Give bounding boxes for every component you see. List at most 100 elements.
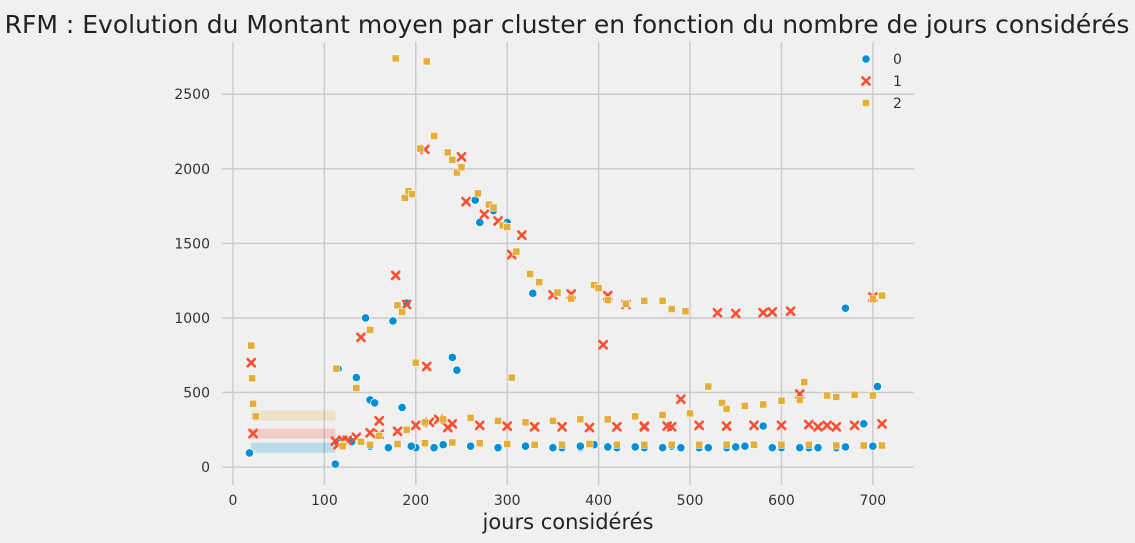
point-cluster-0: [872, 381, 883, 392]
point-cluster-1: [248, 428, 258, 439]
point-cluster-2: [421, 418, 429, 427]
point-cluster-1: [502, 421, 513, 431]
point-cluster-1: [803, 419, 814, 430]
point-cluster-2: [251, 412, 260, 421]
point-cluster-2: [549, 416, 557, 425]
point-cluster-2: [613, 440, 621, 449]
point-cluster-2: [357, 437, 365, 446]
point-cluster-2: [422, 57, 431, 66]
x-axis-label: jours considérés: [481, 510, 653, 534]
point-cluster-0: [813, 443, 823, 453]
legend-label-0: 0: [893, 52, 902, 68]
y-tick-label: 1500: [174, 236, 210, 252]
cluster-bands: [251, 410, 336, 453]
point-cluster-0: [493, 443, 503, 453]
point-cluster-2: [594, 284, 603, 293]
point-cluster-0: [466, 441, 476, 451]
point-cluster-2: [868, 295, 877, 304]
point-cluster-0: [840, 442, 851, 452]
chart-title: RFM : Evolution du Montant moyen par clu…: [5, 10, 1130, 39]
x-tick-label: 0: [229, 493, 238, 509]
point-cluster-1: [666, 421, 677, 432]
point-cluster-2: [553, 288, 562, 297]
point-cluster-2: [722, 405, 731, 413]
point-cluster-0: [360, 313, 371, 323]
point-cluster-2: [332, 364, 341, 373]
point-cluster-2: [400, 193, 409, 202]
point-cluster-2: [375, 431, 384, 440]
point-cluster-2: [512, 247, 521, 256]
point-cluster-2: [507, 373, 516, 382]
point-cluster-1: [822, 420, 833, 431]
point-cluster-2: [576, 415, 585, 424]
point-cluster-0: [703, 443, 713, 453]
point-cluster-2: [722, 440, 731, 449]
y-tick-label: 500: [183, 386, 210, 402]
point-cluster-2: [640, 296, 649, 305]
point-cluster-2: [443, 148, 452, 157]
point-cluster-1: [410, 420, 421, 431]
point-cluster-1: [712, 307, 723, 318]
point-cluster-1: [758, 307, 769, 318]
point-cluster-2: [795, 396, 804, 404]
point-cluster-2: [686, 409, 694, 418]
cluster-band-1: [251, 428, 336, 439]
point-cluster-2: [248, 374, 257, 383]
point-cluster-2: [681, 307, 690, 316]
point-cluster-2: [408, 190, 417, 199]
point-cluster-1: [639, 421, 650, 431]
point-cluster-2: [494, 416, 502, 425]
point-cluster-2: [352, 384, 361, 392]
point-cluster-1: [557, 421, 567, 432]
point-cluster-0: [383, 443, 393, 453]
point-cluster-1: [456, 151, 467, 162]
point-cluster-2: [804, 440, 813, 449]
point-cluster-0: [520, 441, 531, 451]
point-cluster-2: [603, 296, 612, 304]
point-cluster-2: [740, 402, 749, 410]
point-cluster-0: [630, 442, 640, 452]
x-tick-label: 200: [402, 493, 429, 509]
point-cluster-2: [402, 425, 411, 434]
legend-marker-2: [862, 99, 870, 107]
point-cluster-2: [759, 400, 768, 409]
point-cluster-2: [448, 438, 457, 447]
x-tick-label: 400: [585, 493, 612, 509]
point-cluster-2: [658, 410, 667, 419]
point-cluster-1: [584, 422, 595, 433]
point-cluster-2: [878, 291, 886, 300]
point-cluster-0: [868, 441, 878, 451]
point-cluster-1: [246, 357, 257, 368]
point-cluster-1: [877, 418, 887, 429]
x-tick-label: 100: [311, 493, 338, 509]
point-cluster-2: [247, 341, 256, 350]
point-cluster-2: [704, 382, 713, 391]
point-cluster-2: [453, 168, 461, 177]
point-cluster-2: [421, 439, 429, 448]
point-cluster-1: [392, 426, 403, 437]
point-cluster-0: [351, 373, 361, 383]
point-cluster-2: [631, 412, 640, 421]
point-cluster-0: [397, 402, 407, 413]
point-cluster-1: [767, 307, 778, 317]
point-cluster-2: [667, 305, 676, 313]
point-cluster-0: [740, 441, 750, 451]
point-cluster-0: [406, 441, 416, 451]
x-tick-label: 500: [677, 493, 704, 509]
point-cluster-0: [840, 303, 851, 313]
point-cluster-2: [503, 440, 512, 448]
y-tick-label: 2500: [174, 87, 210, 103]
point-cluster-1: [479, 209, 490, 220]
point-cluster-2: [474, 189, 482, 198]
point-cluster-1: [598, 339, 609, 350]
point-cluster-0: [330, 459, 340, 469]
x-tick-label: 300: [494, 493, 521, 509]
point-cluster-0: [603, 442, 613, 452]
point-cluster-2: [658, 296, 667, 305]
point-cluster-1: [749, 420, 759, 431]
point-cluster-1: [474, 420, 485, 431]
point-cluster-1: [516, 230, 527, 241]
point-cluster-0: [429, 443, 439, 453]
point-cluster-2: [475, 439, 484, 448]
